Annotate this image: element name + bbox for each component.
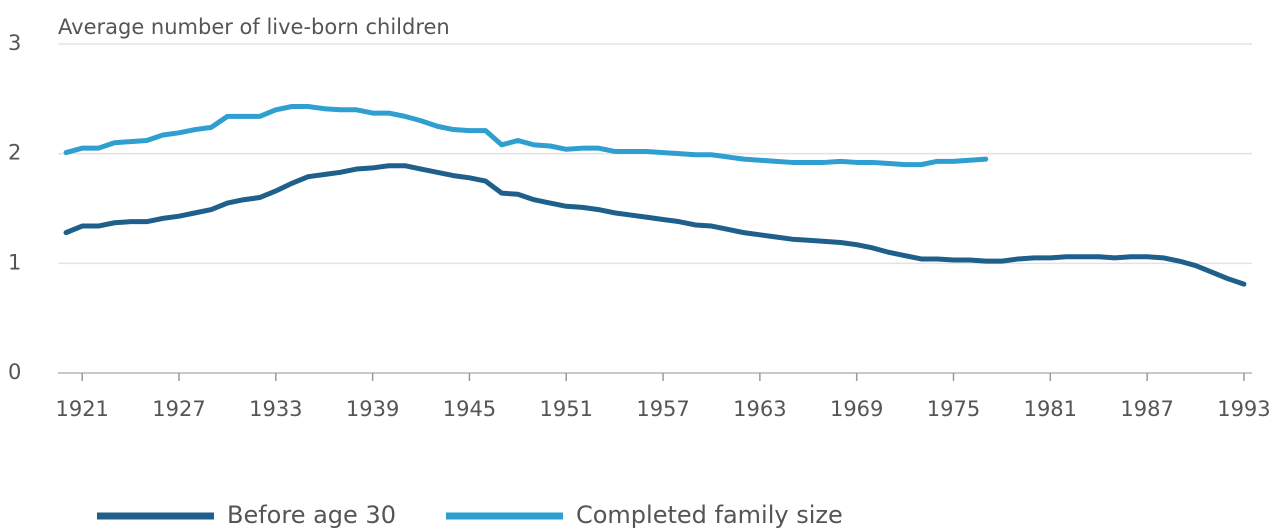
x-tick-label: 1963: [733, 397, 786, 421]
x-tick-label: 1933: [249, 397, 302, 421]
y-axis-title: Average number of live-born children: [58, 15, 450, 39]
y-tick-label: 0: [8, 360, 21, 384]
x-tick-label: 1939: [346, 397, 399, 421]
x-tick-label: 1993: [1217, 397, 1270, 421]
x-tick-label: 1951: [540, 397, 593, 421]
y-tick-label: 3: [8, 31, 21, 55]
x-tick-label: 1921: [55, 397, 108, 421]
x-tick-label: 1945: [443, 397, 496, 421]
line-series: [63, 163, 1247, 287]
y-tick-label: 1: [8, 250, 21, 274]
legend-label: Before age 30: [227, 501, 396, 529]
x-tick-label: 1981: [1024, 397, 1077, 421]
line-series: [63, 104, 989, 168]
x-tick-label: 1969: [830, 397, 883, 421]
legend-label: Completed family size: [576, 501, 843, 529]
y-tick-label: 2: [8, 141, 21, 165]
x-tick-label: 1975: [927, 397, 980, 421]
x-tick-label: 1927: [152, 397, 205, 421]
x-tick-label: 1957: [636, 397, 689, 421]
x-tick-label: 1987: [1120, 397, 1173, 421]
